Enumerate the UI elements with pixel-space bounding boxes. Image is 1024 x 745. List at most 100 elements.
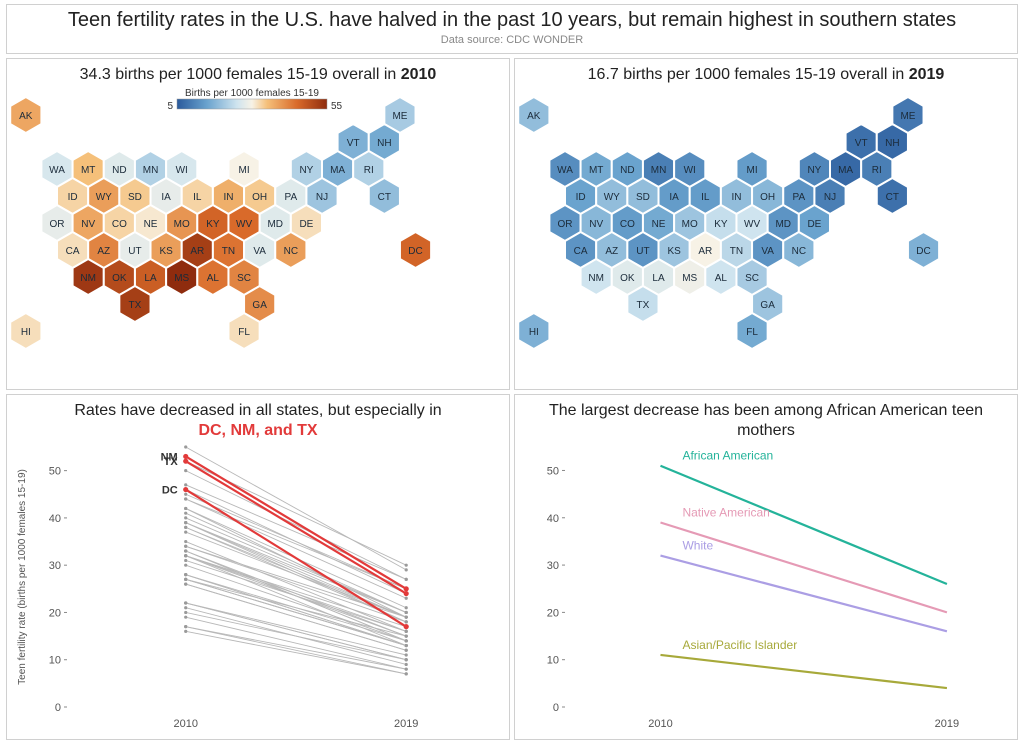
hex-label-NE: NE xyxy=(652,219,666,230)
hex-label-NY: NY xyxy=(807,165,821,176)
hex-label-WI: WI xyxy=(684,165,696,176)
hexmap-2019-panel: 16.7 births per 1000 females 15-19 overa… xyxy=(514,58,1018,390)
hex-label-MN: MN xyxy=(143,165,159,176)
hex-label-CO: CO xyxy=(112,219,127,230)
hex-label-FL: FL xyxy=(238,327,250,338)
state-line xyxy=(186,527,406,617)
hex-label-CA: CA xyxy=(574,246,588,257)
state-line xyxy=(186,560,406,631)
hex-label-UT: UT xyxy=(636,246,649,257)
hex-label-MS: MS xyxy=(174,273,189,284)
hex-label-MT: MT xyxy=(589,165,603,176)
hex-label-ID: ID xyxy=(68,192,78,203)
hex-label-OH: OH xyxy=(760,192,775,203)
hex-label-MA: MA xyxy=(838,165,853,176)
hex-label-MA: MA xyxy=(330,165,345,176)
hex-label-IN: IN xyxy=(731,192,741,203)
hex-label-AK: AK xyxy=(19,111,33,122)
hex-label-HI: HI xyxy=(529,327,539,338)
hex-label-CT: CT xyxy=(886,192,899,203)
hex-label-NV: NV xyxy=(589,219,603,230)
hexmap-2010-title-year: 2010 xyxy=(401,66,437,83)
slope-states-title-line1: Rates have decreased in all states, but … xyxy=(74,402,441,419)
state-line xyxy=(186,627,406,670)
hex-label-AZ: AZ xyxy=(605,246,618,257)
ytick: 10 xyxy=(49,655,61,667)
hexmap-2010-svg: Births per 1000 females 15-19555AKMEVTNH… xyxy=(7,85,511,385)
hex-label-HI: HI xyxy=(21,327,31,338)
hex-label-NY: NY xyxy=(299,165,313,176)
slope-states-panel: Rates have decreased in all states, but … xyxy=(6,394,510,740)
highlight-line-TX xyxy=(186,461,406,593)
hex-label-SC: SC xyxy=(237,273,251,284)
page-title: Teen fertility rates in the U.S. have ha… xyxy=(7,5,1017,32)
hex-label-DC: DC xyxy=(408,246,422,257)
hex-label-NM: NM xyxy=(588,273,604,284)
hex-label-AK: AK xyxy=(527,111,541,122)
hex-label-AZ: AZ xyxy=(97,246,110,257)
slope-race-panel: The largest decrease has been among Afri… xyxy=(514,394,1018,740)
page-subtitle: Data source: CDC WONDER xyxy=(7,34,1017,46)
hex-label-TX: TX xyxy=(129,300,142,311)
hex-label-KY: KY xyxy=(206,219,220,230)
hex-label-MD: MD xyxy=(775,219,791,230)
hex-label-IA: IA xyxy=(161,192,171,203)
hex-label-UT: UT xyxy=(128,246,141,257)
ytick: 30 xyxy=(547,560,559,572)
hex-label-NJ: NJ xyxy=(824,192,836,203)
hex-label-RI: RI xyxy=(872,165,882,176)
xtick-left: 2010 xyxy=(173,718,197,730)
ytick: 40 xyxy=(49,513,61,525)
hex-label-PA: PA xyxy=(285,192,298,203)
hex-label-OR: OR xyxy=(558,219,573,230)
hex-label-MI: MI xyxy=(747,165,758,176)
hex-label-RI: RI xyxy=(364,165,374,176)
hex-label-AR: AR xyxy=(190,246,204,257)
hex-label-PA: PA xyxy=(793,192,806,203)
hexmap-2019-title-year: 2019 xyxy=(909,66,945,83)
hexmap-2019-title: 16.7 births per 1000 females 15-19 overa… xyxy=(515,59,1017,85)
state-line xyxy=(186,627,406,674)
hex-label-ID: ID xyxy=(576,192,586,203)
hex-label-OK: OK xyxy=(112,273,127,284)
ytick: 40 xyxy=(547,513,559,525)
hex-label-GA: GA xyxy=(252,300,267,311)
state-line xyxy=(186,617,406,669)
hex-label-MN: MN xyxy=(651,165,667,176)
ytick: 0 xyxy=(553,702,559,714)
hex-label-MT: MT xyxy=(81,165,95,176)
hexmap-2010-title: 34.3 births per 1000 females 15-19 overa… xyxy=(7,59,509,85)
hex-label-NM: NM xyxy=(80,273,96,284)
state-line xyxy=(186,542,406,632)
race-label: Native American xyxy=(682,506,769,520)
legend-min: 5 xyxy=(167,101,173,112)
hex-label-WY: WY xyxy=(604,192,620,203)
highlight-label-TX: TX xyxy=(164,456,179,468)
hex-label-TX: TX xyxy=(637,300,650,311)
ytick: 20 xyxy=(49,607,61,619)
title-panel: Teen fertility rates in the U.S. have ha… xyxy=(6,4,1018,54)
hex-label-KY: KY xyxy=(714,219,728,230)
hex-label-OK: OK xyxy=(620,273,635,284)
hex-label-CA: CA xyxy=(66,246,80,257)
hex-label-NH: NH xyxy=(885,138,899,149)
xtick-left: 2010 xyxy=(648,718,672,730)
ytick: 30 xyxy=(49,560,61,572)
hex-label-TN: TN xyxy=(730,246,743,257)
hex-label-FL: FL xyxy=(746,327,758,338)
page-root: Teen fertility rates in the U.S. have ha… xyxy=(0,0,1024,745)
hex-label-ME: ME xyxy=(392,111,407,122)
hex-label-WI: WI xyxy=(176,165,188,176)
hex-label-NV: NV xyxy=(81,219,95,230)
hex-label-VA: VA xyxy=(761,246,774,257)
hex-label-WA: WA xyxy=(557,165,573,176)
hex-label-WV: WV xyxy=(744,219,760,230)
hex-label-MI: MI xyxy=(239,165,250,176)
hex-label-AR: AR xyxy=(698,246,712,257)
hex-label-LA: LA xyxy=(652,273,665,284)
hex-label-IL: IL xyxy=(193,192,202,203)
state-line xyxy=(186,579,406,645)
legend-max: 55 xyxy=(331,101,343,112)
hex-label-NH: NH xyxy=(377,138,391,149)
hex-label-SC: SC xyxy=(745,273,759,284)
